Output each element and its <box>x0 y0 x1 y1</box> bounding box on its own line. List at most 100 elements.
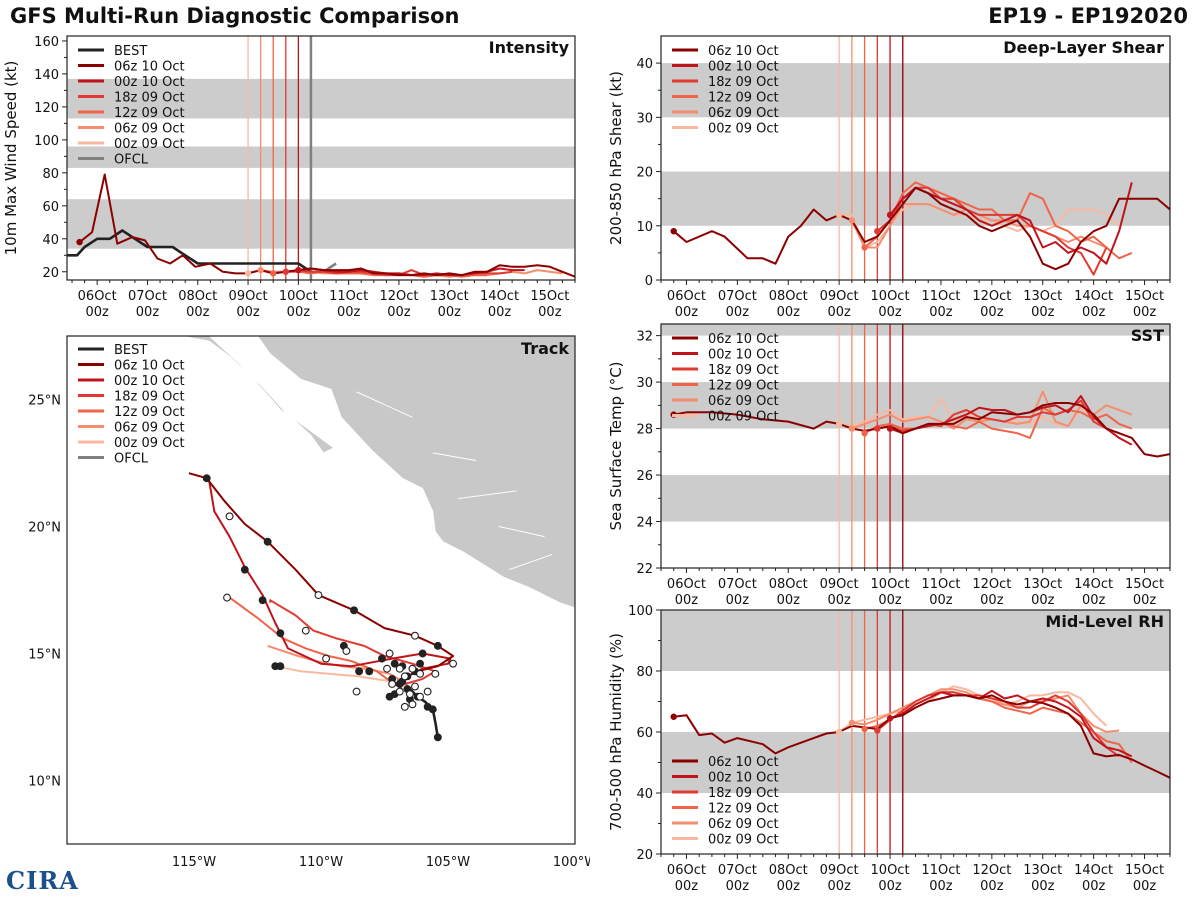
x-tick-label-day: 08Oct <box>769 863 808 878</box>
legend-label: OFCL <box>114 452 149 467</box>
x-tick-label-day: 15Oct <box>530 289 569 304</box>
track-marker-00z <box>416 659 425 668</box>
legend-label: 06z 09 Oct <box>114 122 185 137</box>
legend-label: 00z 09 Oct <box>114 436 185 451</box>
track-map: 115°W 110°W 105°W 100°W 10°N 15°N 20°N 25°N Trac… <box>28 335 590 870</box>
panel-title: Track <box>521 339 569 358</box>
state-border <box>432 452 477 461</box>
x-tick-label-hour: 00z <box>929 593 953 608</box>
storm-id: EP19 - EP192020 <box>988 4 1188 28</box>
y-tick-label: 26 <box>636 469 653 484</box>
y-tick-label: 80 <box>42 167 59 182</box>
legend-label: OFCL <box>114 153 149 168</box>
track-marker-00z <box>378 654 386 663</box>
track-marker-12z <box>223 593 231 602</box>
x-tick-label-day: 11Oct <box>921 289 960 304</box>
x-tick-label-day: 07Oct <box>128 289 167 304</box>
threshold-band <box>661 382 1170 429</box>
x-tick-label-hour: 00z <box>777 879 801 894</box>
run-start-marker <box>861 430 868 437</box>
track-marker-12z <box>395 687 404 696</box>
x-tick-label-day: 09Oct <box>820 863 859 878</box>
legend-label: 06z 10 Oct <box>114 60 185 75</box>
legend-label: BEST <box>114 44 147 59</box>
x-tick-label-day: 13Oct <box>1023 577 1062 592</box>
y-tick-label: 20 <box>636 848 653 863</box>
panel-title: Intensity <box>489 38 570 57</box>
y-axis-label: 200-850 hPa Shear (kt) <box>607 71 625 245</box>
threshold-band <box>661 324 1170 336</box>
x-tick-label-day: 13Oct <box>1023 289 1062 304</box>
track-marker-00z <box>240 565 249 574</box>
x-tick-label-day: 06Oct <box>667 289 706 304</box>
x-tick-label-hour: 00z <box>186 305 210 320</box>
run-start-marker <box>861 244 868 251</box>
track-marker-12z <box>408 700 417 709</box>
x-tick-label-day: 07Oct <box>718 289 757 304</box>
track-marker-12z <box>411 682 419 691</box>
x-tick-label-day: 11Oct <box>921 577 960 592</box>
track-line-r00z10 <box>208 480 452 680</box>
x-tick-label-hour: 00z <box>675 593 699 608</box>
track-marker-12z <box>225 512 234 521</box>
x-tick-label-day: 10Oct <box>871 289 910 304</box>
series-line-r18z09 <box>876 691 1120 758</box>
x-tick-label-hour: 00z <box>726 879 750 894</box>
run-start-marker <box>282 268 289 275</box>
legend-label: 12z 09 Oct <box>708 379 779 394</box>
legend-label: 00z 10 Oct <box>708 771 779 786</box>
x-tick-label-hour: 00z <box>827 879 851 894</box>
baja-california <box>181 336 335 454</box>
plot-area <box>661 610 1170 854</box>
run-start-marker <box>670 228 677 235</box>
run-start-marker <box>848 425 856 432</box>
x-tick-label-hour: 00z <box>1082 879 1106 894</box>
track-marker-12z <box>431 669 440 678</box>
panel-title: SST <box>1131 326 1164 345</box>
threshold-band <box>67 146 575 168</box>
y-axis-label: 700-500 hPa Humidity (%) <box>607 633 625 831</box>
track-marker-12z <box>449 659 458 668</box>
run-start-marker <box>848 217 856 224</box>
x-tick-label-hour: 00z <box>1082 305 1106 320</box>
lat-tick-label: 20°N <box>28 521 61 536</box>
lon-tick-label: 100°W <box>553 855 590 870</box>
run-start-marker <box>874 228 881 235</box>
track-marker-12z <box>411 631 419 640</box>
x-tick-label-hour: 00z <box>929 305 953 320</box>
cira-logo: CIRA <box>6 866 79 895</box>
threshold-band <box>661 732 1170 793</box>
x-tick-label-day: 11Oct <box>329 289 368 304</box>
legend-label: 06z 10 Oct <box>708 44 779 59</box>
y-axis-label: 10m Max Wind Speed (kt) <box>2 61 20 256</box>
series-line-best <box>67 229 312 273</box>
lat-tick-label: 25°N <box>28 394 61 409</box>
x-tick-label-hour: 00z <box>488 305 512 320</box>
x-tick-label-hour: 00z <box>980 305 1004 320</box>
legend-label: BEST <box>114 343 147 358</box>
track-marker-00z <box>350 606 358 615</box>
x-tick-label-day: 10Oct <box>871 577 910 592</box>
run-start-marker <box>835 728 843 736</box>
x-tick-label-day: 08Oct <box>178 289 217 304</box>
x-tick-label-day: 07Oct <box>718 863 757 878</box>
track-marker-12z <box>416 669 425 678</box>
run-start-marker <box>295 266 302 274</box>
x-tick-label-hour: 00z <box>980 879 1004 894</box>
track-line-r18z09 <box>269 599 437 685</box>
track-marker-12z <box>301 626 310 635</box>
x-tick-label-day: 12Oct <box>379 289 418 304</box>
legend-label: 06z 10 Oct <box>708 332 779 347</box>
y-tick-label: 28 <box>636 423 653 438</box>
rh-chart: 2040608010006Oct00z07Oct00z08Oct00z09Oct… <box>607 604 1171 894</box>
state-border <box>498 526 545 538</box>
y-tick-label: 20 <box>636 166 653 181</box>
x-tick-label-day: 14Oct <box>480 289 519 304</box>
track-marker-12z <box>405 690 414 699</box>
track-marker-00z <box>433 641 442 650</box>
x-tick-label-day: 09Oct <box>229 289 268 304</box>
x-tick-label-day: 12Oct <box>972 577 1011 592</box>
track-marker-12z <box>352 687 361 696</box>
